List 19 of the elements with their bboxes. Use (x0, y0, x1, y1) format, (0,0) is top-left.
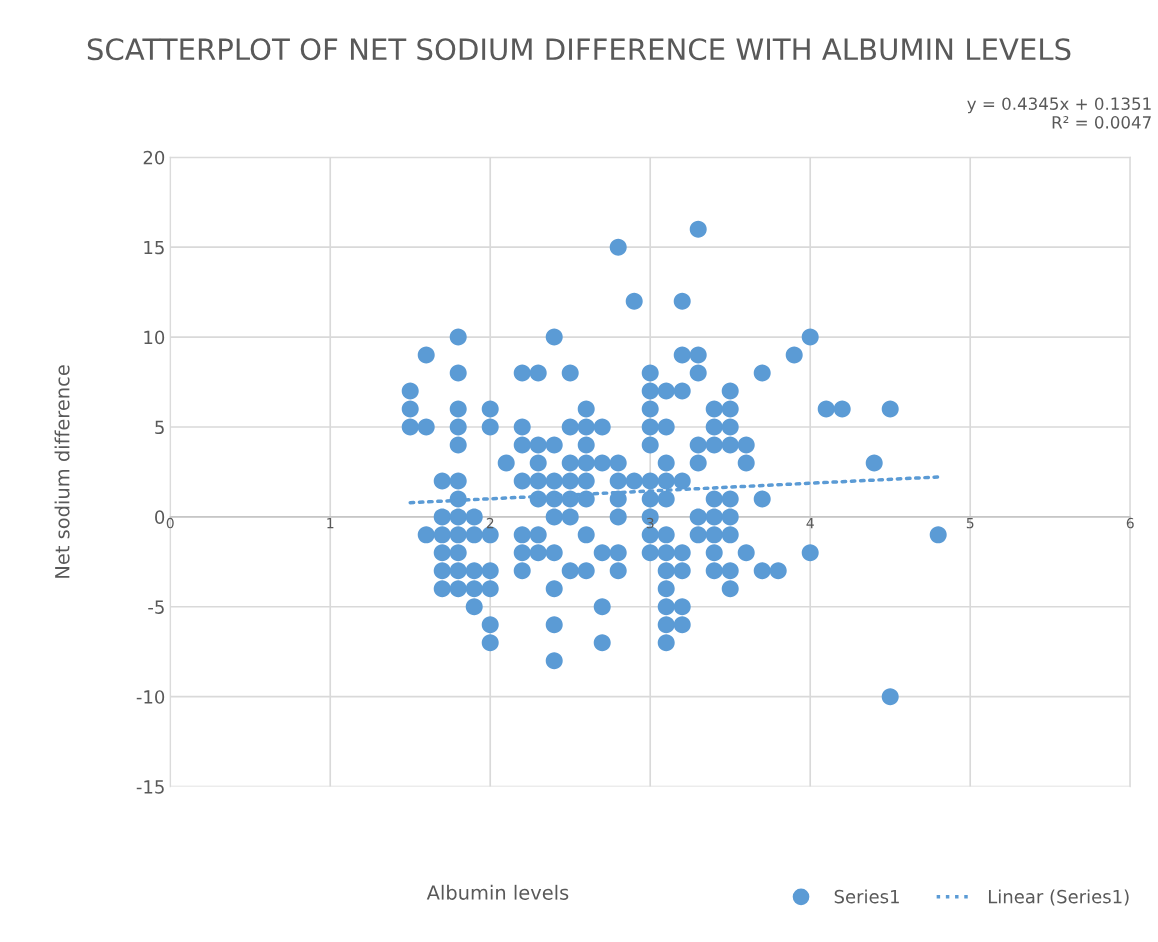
y-tick-label: 20 (143, 150, 165, 165)
y-tick-label: 5 (155, 420, 164, 435)
x-tick-label: 2 (486, 517, 494, 529)
legend-label: Linear (Series1) (988, 889, 1129, 906)
x-tick-label: 0 (166, 517, 174, 529)
x-tick-label: 6 (1126, 517, 1134, 529)
x-tick-label: 1 (327, 518, 334, 529)
chart-title: SCATTERPLOT OF NET SODIUM DIFFERENCE WITH ALBUMIN LEVELS (87, 38, 1071, 61)
x-axis-title: Albumin levels (426, 884, 569, 900)
y-tick-label: 15 (144, 240, 164, 255)
y-tick-label: -5 (148, 600, 164, 614)
y-tick-label: 10 (144, 330, 165, 345)
y-tick-label: -10 (136, 690, 165, 704)
y-tick-label: -15 (136, 780, 164, 794)
legend-label: Series1 (834, 889, 899, 904)
x-tick-label: 5 (966, 518, 974, 529)
x-tick-label: 4 (806, 518, 814, 529)
text: y = 0.4345x + 0.1351 R² = 0.0047 (967, 97, 1151, 129)
y-axis-title: Net sodium difference (54, 365, 70, 578)
